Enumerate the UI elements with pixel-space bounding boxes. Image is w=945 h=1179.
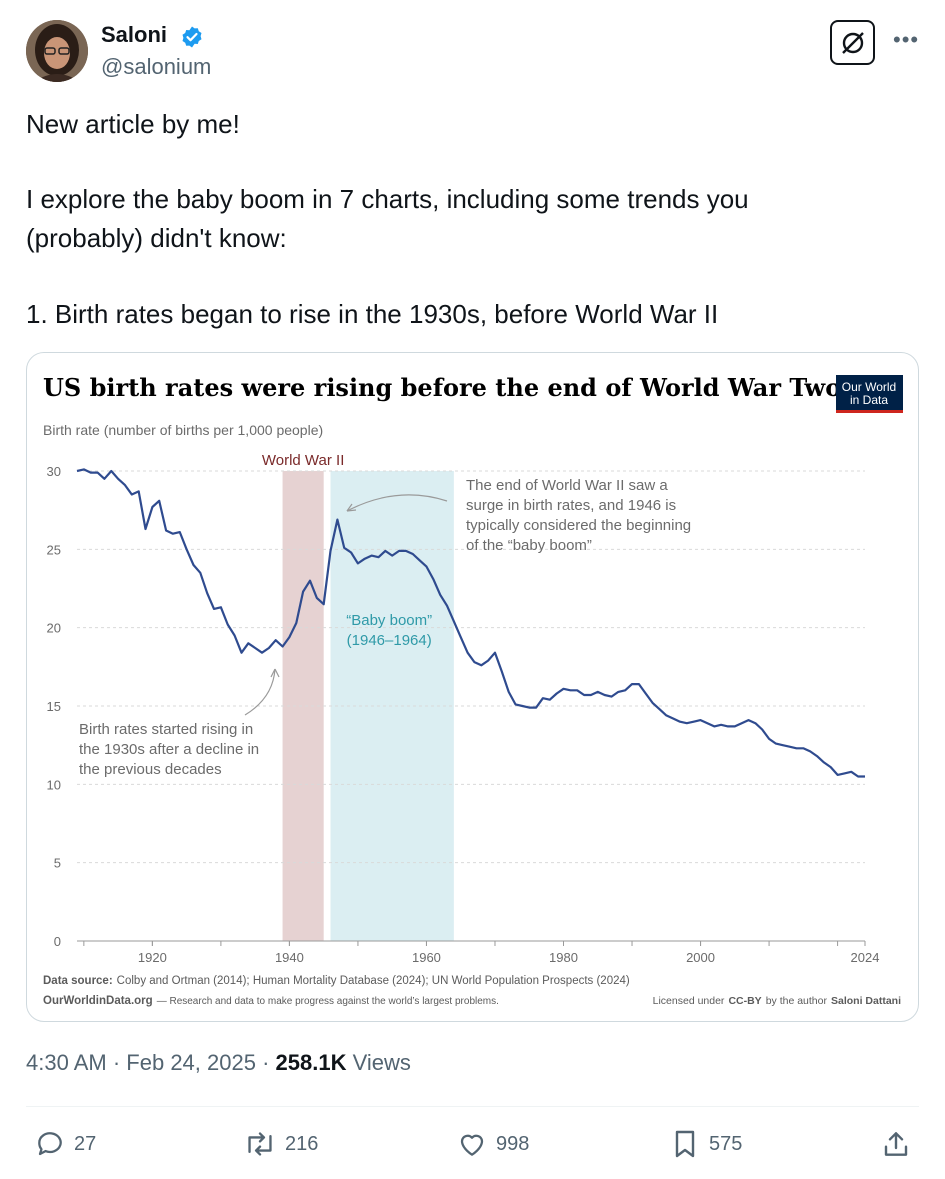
logo-text: Our World <box>842 380 896 394</box>
footer-line: OurWorldinData.org — Research and data to… <box>43 995 499 1007</box>
tweet-date[interactable]: Feb 24, 2025 <box>126 1050 256 1075</box>
x-tick-label: 1920 <box>138 950 167 965</box>
like-count: 998 <box>496 1132 530 1155</box>
band-label-ww2: World War II <box>262 452 345 469</box>
author-handle[interactable]: @salonium <box>101 54 212 79</box>
y-tick-label: 0 <box>54 934 61 949</box>
annotation-arrow <box>244 668 276 716</box>
birth-rate-chart: 0 5 10 15 20 25 30 1920 1940 1960 1980 2000 2024 US… <box>43 373 903 1007</box>
annotation-text: Birth rates started rising in <box>79 721 253 738</box>
y-axis-label: Birth rate (number of births per 1,000 p… <box>43 422 323 438</box>
chart-image-card[interactable]: 0 5 10 15 20 25 30 1920 1940 1960 1980 2000 2024 US… <box>26 352 919 1022</box>
license-author: Saloni Dattani <box>831 995 901 1007</box>
views-count: 258.1K <box>275 1050 347 1075</box>
source-label: Data source: <box>43 975 113 987</box>
source-line: Data source: Colby and Ortman (2014); Hum… <box>43 975 630 987</box>
annotation-text: typically considered the beginning <box>466 517 691 534</box>
license-prefix: Licensed under <box>653 995 725 1007</box>
annotation-text: the previous decades <box>79 761 222 778</box>
tweet-text-line: 1. Birth rates began to rise in the 1930… <box>26 299 719 329</box>
x-tick-label: 1940 <box>275 950 304 965</box>
y-tick-label: 20 <box>47 621 61 636</box>
band-label-baby-boom-years: (1946–1964) <box>347 632 432 649</box>
annotation-text: surge in birth rates, and 1946 is <box>466 497 676 514</box>
reply-count: 27 <box>74 1132 97 1155</box>
chart-title: US birth rates were rising before the en… <box>43 373 841 402</box>
y-tick-label: 15 <box>47 699 61 714</box>
views-label: Views <box>352 1050 411 1075</box>
bookmark-button[interactable]: 575 <box>669 1128 742 1160</box>
reply-button[interactable]: 27 <box>34 1128 96 1160</box>
annotation-text: The end of World War II saw a <box>466 477 668 494</box>
author-name[interactable]: Saloni <box>101 22 168 47</box>
tweet-text-line: (probably) didn't know: <box>26 223 287 253</box>
bookmark-icon <box>675 1130 695 1158</box>
divider <box>26 1106 919 1107</box>
license-line: Licensed under CC-BY by the author Saloni D… <box>653 995 901 1007</box>
bookmark-count: 575 <box>709 1132 743 1155</box>
avatar[interactable] <box>26 20 88 82</box>
logo-text: in Data <box>850 393 888 407</box>
heart-icon <box>460 1134 484 1156</box>
annotation-text: of the “baby boom” <box>466 537 592 554</box>
tweet-time[interactable]: 4:30 AM <box>26 1050 107 1075</box>
source-text: Colby and Ortman (2014); Human Mortality… <box>117 975 630 987</box>
tweet-meta: 4:30 AM · Feb 24, 2025 · 258.1K Views <box>26 1050 411 1076</box>
x-tick-label: 2024 <box>851 950 880 965</box>
verified-badge-icon <box>182 26 202 48</box>
reply-icon <box>38 1132 62 1156</box>
annotation-arrow <box>346 494 448 512</box>
x-tick-label: 1980 <box>549 950 578 965</box>
license-mid: by the author <box>766 995 828 1007</box>
avatar-image <box>26 20 88 82</box>
license: CC-BY <box>728 995 761 1007</box>
annotation-text: the 1930s after a decline in <box>79 741 259 758</box>
annotation-arrowhead <box>346 503 357 512</box>
repost-count: 216 <box>285 1132 319 1155</box>
footer-site: OurWorldinData.org <box>43 995 153 1007</box>
footer-tagline: — Research and data to make progress aga… <box>157 996 499 1007</box>
more-options-icon[interactable]: ••• <box>893 27 920 52</box>
repost-button[interactable]: 216 <box>243 1128 318 1160</box>
repost-icon <box>248 1132 272 1156</box>
share-button[interactable] <box>880 1128 920 1160</box>
tweet-text-line: New article by me! <box>26 109 240 139</box>
grok-button[interactable] <box>830 20 875 65</box>
share-icon <box>884 1132 908 1156</box>
y-tick-label: 25 <box>47 542 61 557</box>
owid-logo[interactable]: Our World in Data <box>836 375 903 413</box>
series-line <box>76 468 865 778</box>
y-tick-label: 30 <box>47 464 61 479</box>
separator: · <box>262 1050 270 1075</box>
annotation-arrowhead <box>270 668 280 678</box>
x-tick-label: 1960 <box>412 950 441 965</box>
tweet-text-line: I explore the baby boom in 7 charts, inc… <box>26 184 749 214</box>
y-tick-label: 5 <box>54 856 61 871</box>
grok-icon <box>841 31 864 54</box>
y-tick-label: 10 <box>47 777 61 792</box>
like-button[interactable]: 998 <box>456 1128 529 1160</box>
separator: · <box>112 1050 121 1075</box>
x-tick-label: 2000 <box>686 950 715 965</box>
band-label-baby-boom: “Baby boom” <box>346 612 432 629</box>
